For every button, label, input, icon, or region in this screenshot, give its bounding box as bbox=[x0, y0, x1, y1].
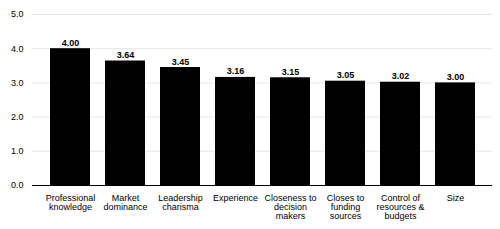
svg-text:4.0: 4.0 bbox=[11, 44, 24, 54]
svg-text:Closes tofundingsources: Closes tofundingsources bbox=[327, 193, 365, 221]
svg-text:Professionalknowledge: Professionalknowledge bbox=[46, 193, 96, 212]
svg-text:4.00: 4.00 bbox=[62, 38, 80, 48]
svg-text:3.15: 3.15 bbox=[282, 67, 300, 77]
svg-text:3.64: 3.64 bbox=[117, 50, 135, 60]
svg-text:Experience: Experience bbox=[213, 193, 258, 203]
svg-text:3.0: 3.0 bbox=[11, 78, 24, 88]
svg-text:2.0: 2.0 bbox=[11, 112, 24, 122]
svg-text:3.00: 3.00 bbox=[447, 72, 465, 82]
svg-text:Leadershipcharisma: Leadershipcharisma bbox=[158, 193, 203, 212]
svg-text:3.05: 3.05 bbox=[337, 70, 355, 80]
svg-text:5.0: 5.0 bbox=[11, 9, 24, 19]
svg-text:3.45: 3.45 bbox=[172, 57, 190, 67]
svg-text:0.0: 0.0 bbox=[11, 180, 24, 190]
svg-text:Control ofresources &budgets: Control ofresources &budgets bbox=[376, 193, 424, 221]
svg-text:3.02: 3.02 bbox=[392, 71, 410, 81]
svg-text:3.16: 3.16 bbox=[227, 66, 245, 76]
svg-text:Marketdominance: Marketdominance bbox=[103, 193, 147, 212]
svg-text:Size: Size bbox=[447, 193, 465, 203]
svg-text:1.0: 1.0 bbox=[11, 146, 24, 156]
svg-text:Closeness todecisionmakers: Closeness todecisionmakers bbox=[264, 193, 316, 221]
